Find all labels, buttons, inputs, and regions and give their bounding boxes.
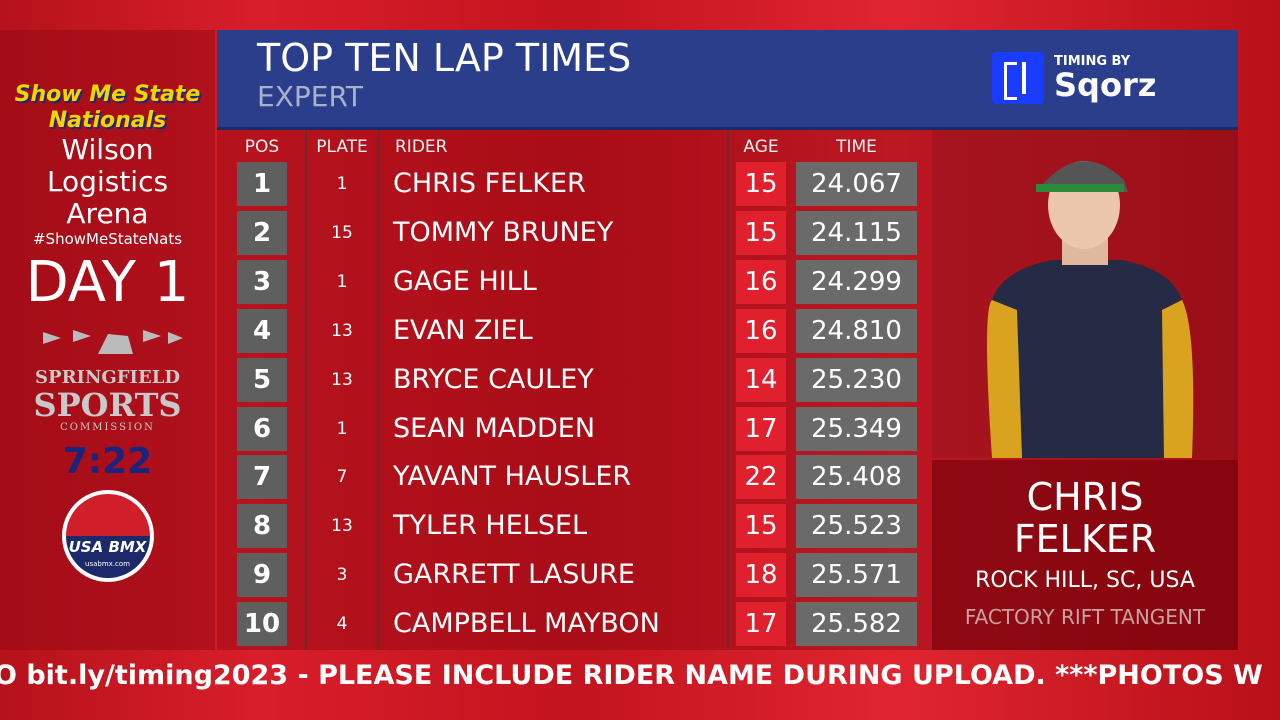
icon-bar [1022, 62, 1026, 94]
venue: Wilson [61, 133, 154, 166]
lap-time: 24.299 [796, 259, 917, 304]
rider-name: CAMPBELL MAYBON [393, 608, 660, 640]
lap-time: 25.408 [796, 455, 917, 500]
position: 3 [237, 259, 287, 304]
rider-name: SEAN MADDEN [393, 412, 596, 444]
plate: 13 [331, 369, 353, 390]
icon-bracket [1004, 62, 1017, 100]
lap-time: 24.810 [796, 308, 917, 353]
title: TOP TEN LAP TIMES [257, 36, 632, 80]
divider [378, 130, 380, 650]
rider-name: GAGE HILL [393, 265, 537, 297]
lap-time: 25.230 [796, 357, 917, 402]
sponsor: SPRINGFIELD [35, 367, 180, 388]
plate: 13 [331, 516, 353, 537]
age: 17 [736, 602, 786, 647]
lap-time: 25.571 [796, 553, 917, 598]
position: 5 [237, 357, 287, 402]
position: 10 [237, 602, 287, 647]
rider-silhouette [987, 161, 1194, 458]
logo-top [65, 494, 150, 536]
plate: 13 [331, 320, 353, 341]
position: 2 [237, 210, 287, 255]
venue: Arena [66, 197, 149, 230]
position: 6 [237, 406, 287, 451]
brand: Sqorz [1054, 66, 1157, 104]
event-title: Show Me State [14, 82, 201, 107]
rider-name: YAVANT HAUSLER [393, 461, 632, 493]
hometown: ROCK HILL, SC, USA [975, 568, 1195, 593]
age: 16 [736, 259, 786, 304]
plate: 15 [331, 222, 353, 243]
logo-text: USA BMX [68, 538, 147, 556]
lap-time: 25.523 [796, 504, 917, 549]
sponsor: SPORTS [33, 386, 182, 424]
rider-name: TYLER HELSEL [393, 510, 588, 542]
position: 1 [237, 162, 287, 206]
usa-bmx-logo: USA BMX usabmx.com [61, 490, 154, 582]
column-header: RIDER [395, 137, 448, 157]
rider-name: BRYCE CAULEY [393, 363, 594, 395]
age: 18 [736, 553, 786, 598]
last-name: FELKER [1013, 517, 1157, 561]
rider-name: TOMMY BRUNEY [393, 216, 614, 248]
age: 14 [736, 357, 786, 402]
logo-url: usabmx.com [85, 560, 130, 568]
sponsor-flags [42, 330, 183, 362]
rider-name: EVAN ZIEL [393, 314, 533, 346]
venue: Logistics [46, 165, 169, 198]
sqorz-icon [992, 52, 1044, 104]
hashtag: #ShowMeStateNats [32, 230, 183, 248]
header: TOP TEN LAP TIMES EXPERT TIMING BY Sqorz [217, 30, 1238, 130]
column-header: POS [244, 137, 280, 157]
rider-photo [932, 130, 1238, 458]
position: 7 [237, 455, 287, 500]
position: 4 [237, 308, 287, 353]
first-name: CHRIS [1026, 475, 1144, 519]
age: 15 [736, 504, 786, 549]
sponsor: COMMISSION [60, 422, 155, 433]
position: 9 [237, 553, 287, 598]
event-title: Nationals [48, 108, 167, 133]
column-header: TIME [836, 137, 877, 157]
plate: 3 [336, 565, 348, 586]
plate: 1 [336, 271, 348, 292]
column-header: AGE [743, 137, 779, 157]
age: 22 [736, 455, 786, 500]
lap-time: 24.067 [796, 162, 917, 206]
featured-rider: CHRIS FELKER ROCK HILL, SC, USA FACTORY … [932, 460, 1238, 650]
team: FACTORY RIFT TANGENT [964, 605, 1206, 629]
divider [727, 130, 729, 650]
subtitle: EXPERT [257, 80, 363, 113]
age: 17 [736, 406, 786, 451]
column-header: PLATE [316, 137, 368, 157]
age: 16 [736, 308, 786, 353]
day: DAY 1 [25, 250, 190, 315]
position: 8 [237, 504, 287, 549]
plate: 7 [336, 467, 348, 488]
lap-time: 24.115 [796, 210, 917, 255]
rider-name: GARRETT LASURE [393, 559, 635, 591]
timing-by: TIMING BY [1054, 54, 1131, 69]
ticker: O bit.ly/timing2023 - PLEASE INCLUDE RID… [0, 660, 1263, 691]
rider-name: CHRIS FELKER [393, 168, 586, 199]
lap-time: 25.349 [796, 406, 917, 451]
age: 15 [736, 210, 786, 255]
plate: 1 [336, 174, 348, 194]
divider [305, 130, 307, 650]
age: 15 [736, 162, 786, 206]
clock: 7:22 [62, 441, 153, 482]
plate: 1 [336, 418, 348, 439]
sidebar: Show Me State Nationals Wilson Logistics… [0, 30, 215, 650]
plate: 4 [336, 614, 348, 635]
lap-time: 25.582 [796, 602, 917, 647]
